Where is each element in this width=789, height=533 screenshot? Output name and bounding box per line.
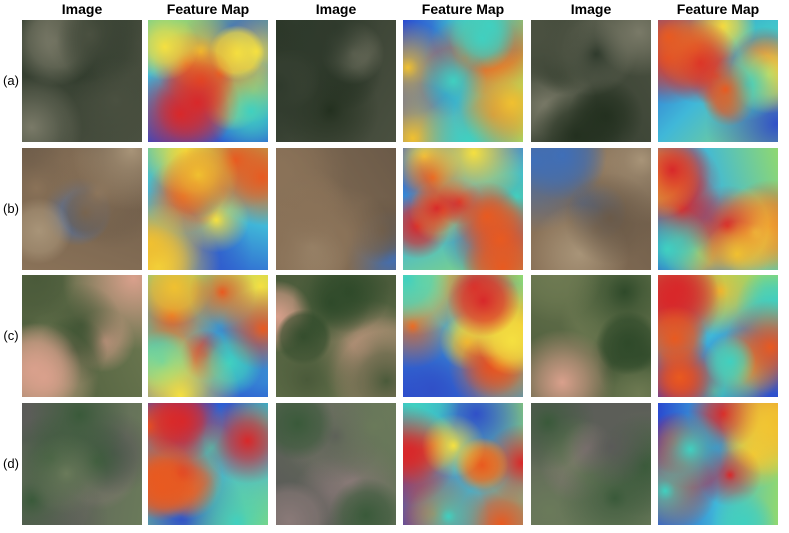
feature-map [658,148,778,270]
column-header: Feature Map [166,1,250,17]
feature-map [148,275,268,397]
satellite-image [276,20,396,142]
satellite-image [531,403,651,525]
satellite-image [22,275,142,397]
feature-map [658,275,778,397]
satellite-image [276,403,396,525]
column-header: Feature Map [421,1,505,17]
row-label: (a) [3,73,19,88]
row-label: (b) [3,201,19,216]
feature-map [658,20,778,142]
feature-map [148,403,268,525]
satellite-image [276,148,396,270]
satellite-image [276,275,396,397]
feature-map [658,403,778,525]
feature-map [403,148,523,270]
satellite-image [22,20,142,142]
feature-map [148,20,268,142]
satellite-image [22,403,142,525]
feature-map [403,403,523,525]
satellite-image [531,148,651,270]
column-header: Feature Map [676,1,760,17]
column-header: Image [61,1,103,17]
feature-map [403,275,523,397]
column-header: Image [315,1,357,17]
column-header: Image [570,1,612,17]
satellite-image [531,20,651,142]
feature-map [403,20,523,142]
satellite-image [22,148,142,270]
satellite-image [531,275,651,397]
feature-map [148,148,268,270]
row-label: (c) [3,328,19,343]
row-label: (d) [3,456,19,471]
